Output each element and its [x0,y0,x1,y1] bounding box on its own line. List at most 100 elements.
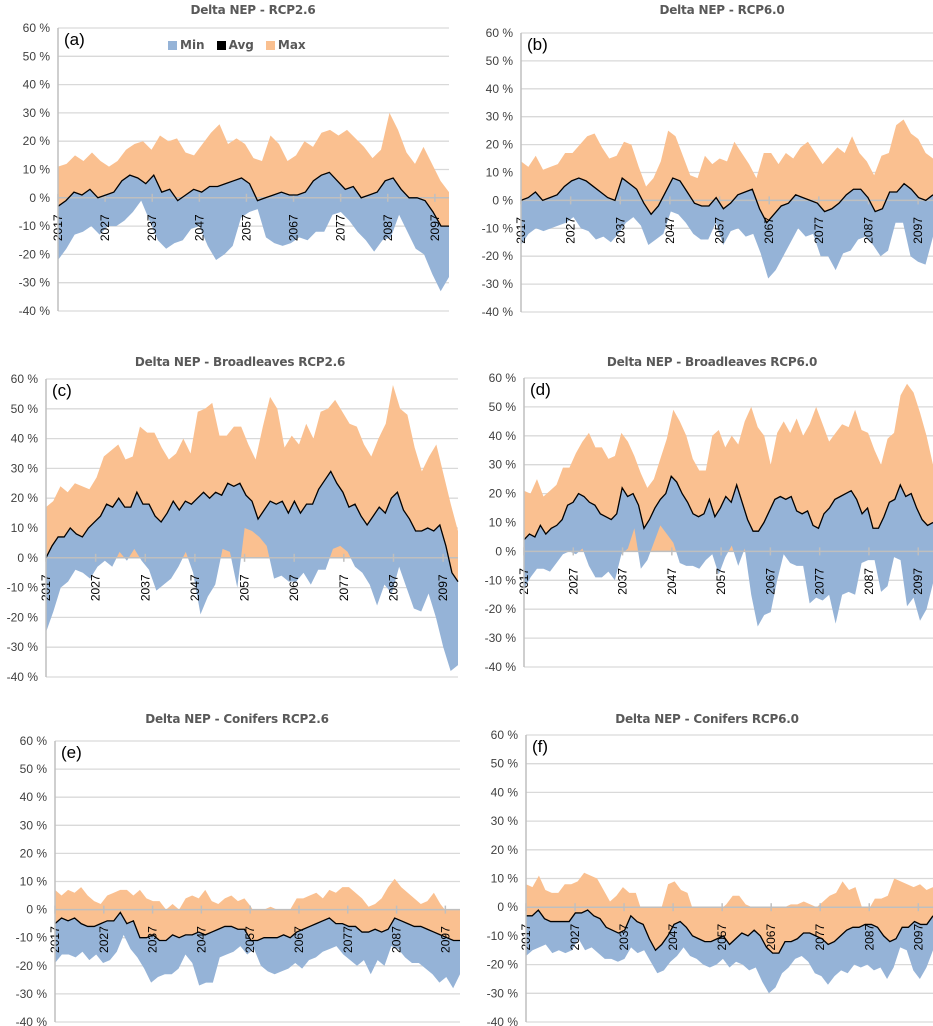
legend-item-max: Max [265,38,306,52]
y-tick-label: -30 % [19,276,51,290]
y-tick-label: -20 % [7,610,39,624]
x-tick-label: 2067 [763,568,777,595]
y-tick-label: 0 % [29,191,50,205]
chart-legend: Min Avg Max [168,38,312,52]
legend-item-avg: Avg [216,38,254,52]
y-tick-label: -10 % [485,573,517,587]
series-min-area [58,172,449,292]
y-tick-label: -20 % [19,247,51,261]
x-tick-label: 2047 [192,214,206,241]
y-tick-label: -30 % [7,640,39,654]
series-max-area-below-zero [521,200,933,223]
legend-swatch [265,40,275,50]
x-tick-label: 2047 [188,574,202,601]
x-tick-label: 2097 [911,568,925,595]
y-tick-label: -10 % [16,931,48,945]
x-tick-label: 2097 [438,926,452,953]
y-tick-label: -20 % [487,958,519,972]
y-tick-label: 50 % [489,400,517,414]
x-tick-label: 2037 [145,214,159,241]
y-tick-label: 50 % [11,402,39,416]
y-tick-label: 50 % [23,49,51,63]
y-tick-label: 40 % [23,78,51,92]
series-max-area-below-zero [55,909,460,941]
y-tick-label: 60 % [491,728,519,742]
series-avg-line [526,909,933,954]
series-avg-line [45,470,459,583]
y-tick-label: 60 % [489,371,517,385]
x-tick-label: 2067 [762,217,776,244]
y-tick-label: 60 % [23,21,51,35]
chart-title: Delta NEP - RCP6.0 [659,3,785,17]
y-tick-label: 30 % [489,458,517,472]
y-tick-label: 10 % [486,166,514,180]
x-tick-label: 2047 [663,217,677,244]
y-tick-label: 60 % [20,734,48,748]
x-tick-label: 2047 [666,924,680,951]
y-tick-label: 0 % [497,900,518,914]
y-tick-label: 10 % [23,163,51,177]
x-tick-label: 2057 [239,214,253,241]
series-avg-line [54,911,460,942]
panel-label: (e) [61,743,82,762]
series-avg-line [523,475,933,541]
y-tick-label: -30 % [485,631,517,645]
x-tick-label: 2067 [287,214,301,241]
y-tick-label: 0 % [26,903,47,917]
legend-item-min: Min [168,38,205,52]
y-tick-label: 0 % [495,544,516,558]
y-tick-label: -40 % [19,304,51,318]
y-tick-label: -30 % [487,986,519,1000]
y-tick-label: 20 % [489,487,517,501]
x-tick-label: 2077 [337,574,351,601]
chart-title: Delta NEP - Conifers RCP2.6 [145,712,329,726]
x-tick-label: 2027 [568,924,582,951]
x-tick-label: 2087 [861,217,875,244]
x-tick-label: 2077 [812,217,826,244]
y-tick-label: -30 % [482,277,514,291]
x-tick-label: 2027 [89,574,103,601]
panel-label: (c) [52,381,72,400]
x-tick-label: 2037 [613,217,627,244]
legend-label: Min [180,38,205,52]
legend-label: Max [277,38,306,52]
y-tick-label: 20 % [23,134,51,148]
x-tick-label: 2097 [436,574,450,601]
x-tick-label: 2047 [665,568,679,595]
y-tick-label: -10 % [482,221,514,235]
x-tick-label: 2067 [764,924,778,951]
panel-label: (b) [527,35,548,54]
y-tick-label: -30 % [16,987,48,1001]
chart-title: Delta NEP - Broadleaves RCP2.6 [134,355,346,369]
x-tick-label: 2027 [564,217,578,244]
x-tick-label: 2097 [911,924,925,951]
y-tick-label: -40 % [7,670,39,684]
y-tick-label: 40 % [491,785,519,799]
y-tick-label: 40 % [486,82,514,96]
x-tick-label: 2077 [341,926,355,953]
y-tick-label: -20 % [482,249,514,263]
legend-swatch [216,40,226,50]
chart-title: Delta NEP - Conifers RCP6.0 [615,712,799,726]
y-tick-label: 30 % [20,818,48,832]
x-tick-label: 2087 [386,574,400,601]
series-max-area [526,872,933,931]
y-tick-label: 10 % [20,875,48,889]
x-tick-label: 2027 [566,568,580,595]
x-tick-label: 2077 [813,924,827,951]
y-tick-label: 40 % [20,790,48,804]
x-tick-label: 2037 [146,926,160,953]
legend-label: Avg [228,38,254,52]
y-tick-label: -10 % [7,581,39,595]
x-tick-label: 2057 [714,568,728,595]
y-tick-label: 10 % [491,872,519,886]
chart-title: Delta NEP - RCP2.6 [190,3,316,17]
y-tick-label: -10 % [487,929,519,943]
y-tick-label: 30 % [11,461,39,475]
y-tick-label: -40 % [485,660,517,674]
y-tick-label: 30 % [491,814,519,828]
